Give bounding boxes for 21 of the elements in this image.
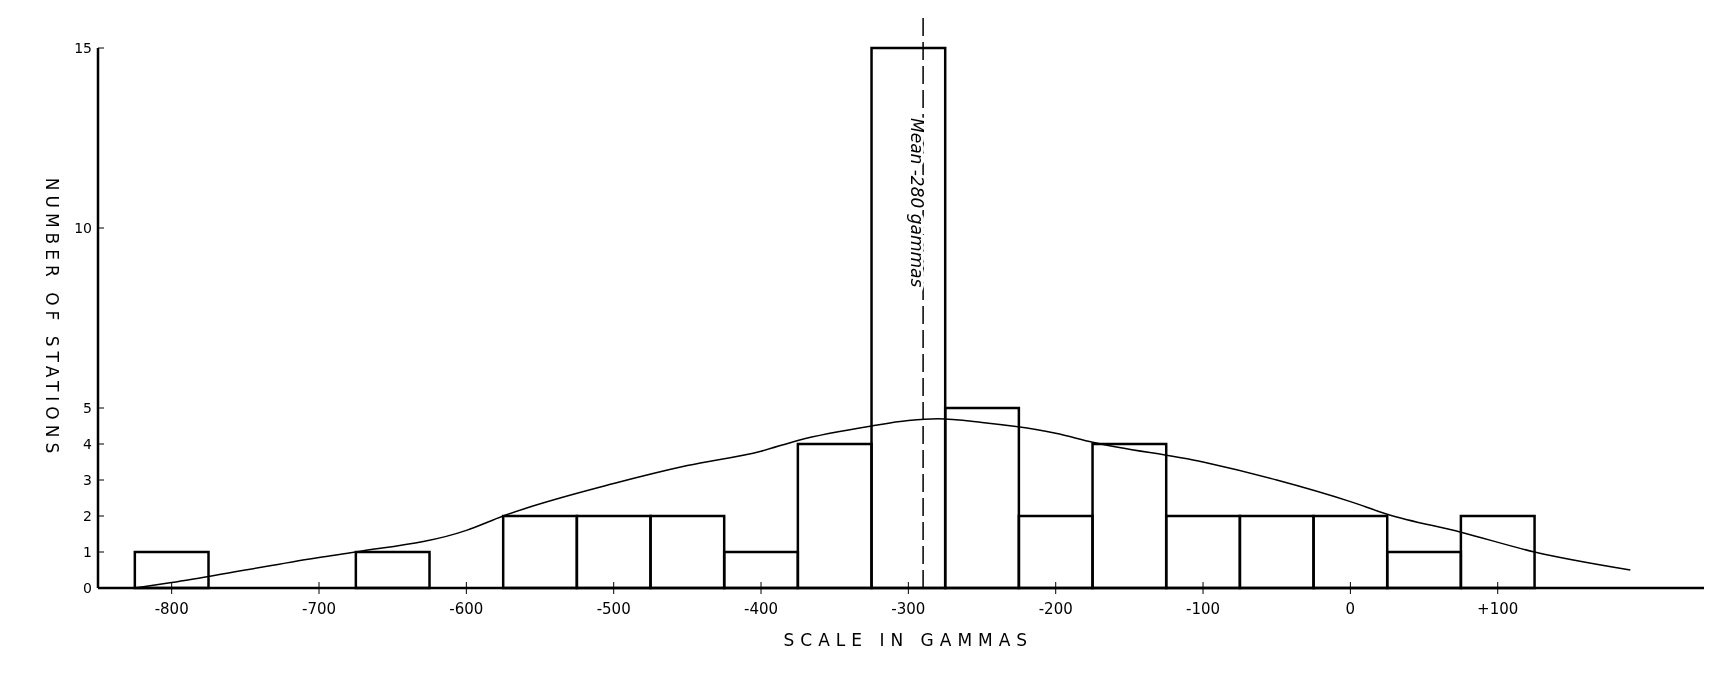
- y-tick-label: 15: [74, 40, 92, 56]
- y-tick-label: 0: [83, 580, 92, 596]
- x-tick-label: -800: [154, 600, 189, 618]
- x-tick-label: -600: [449, 600, 484, 618]
- ref-line-label: Mean -280 gammas: [907, 118, 928, 288]
- x-tick-label: -100: [1186, 600, 1221, 618]
- x-tick-label: 0: [1345, 600, 1356, 618]
- x-tick-label: +100: [1477, 600, 1519, 618]
- y-tick-label: 3: [83, 472, 92, 488]
- y-tick-label: 1: [83, 544, 92, 560]
- x-tick-label: -200: [1038, 600, 1073, 618]
- x-tick-label: -400: [744, 600, 779, 618]
- y-tick-label: 4: [83, 436, 93, 452]
- x-axis-title: SCALE IN GAMMAS: [783, 630, 1034, 650]
- y-tick-label: 5: [83, 400, 92, 416]
- x-tick-label: -500: [596, 600, 631, 618]
- x-tick-label: -700: [301, 600, 337, 618]
- y-tick-label: 10: [74, 220, 92, 236]
- y-tick-label: 2: [83, 508, 92, 524]
- x-tick-label: -300: [891, 600, 926, 618]
- y-axis-title: NUMBER OF STATIONS: [42, 177, 62, 459]
